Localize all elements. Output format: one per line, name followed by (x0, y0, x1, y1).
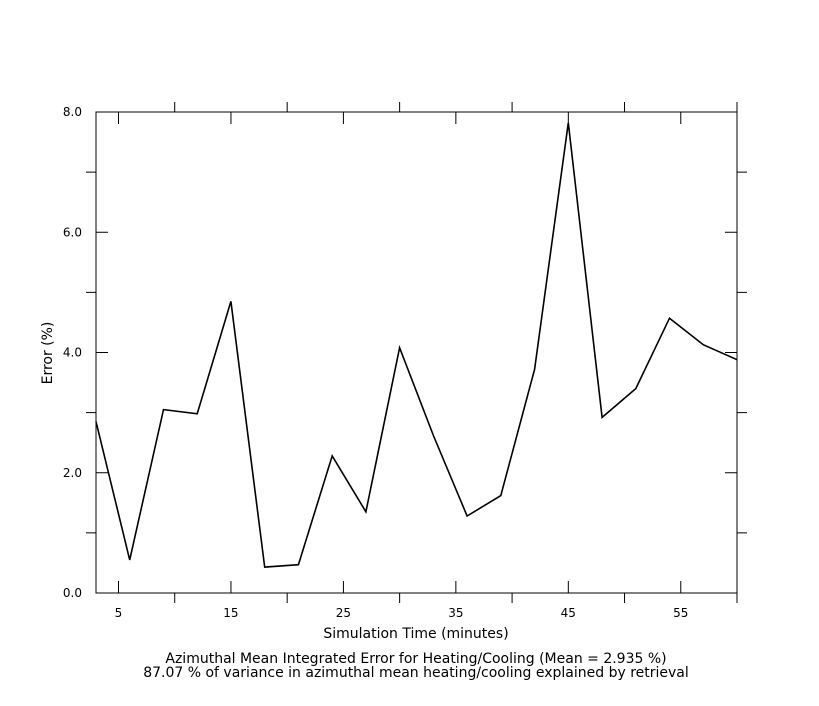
x-tick-label: 45 (561, 606, 576, 620)
y-tick-label: 6.0 (63, 225, 82, 239)
x-axis-title: Simulation Time (minutes) (323, 626, 508, 642)
x-tick-label: 35 (448, 606, 463, 620)
plot-border (95, 111, 738, 594)
x-tick-label: 25 (336, 606, 351, 620)
chart-caption-line-2: 87.07 % of variance in azimuthal mean he… (143, 665, 689, 681)
y-tick-label: 8.0 (63, 105, 82, 119)
data-series (95, 122, 738, 568)
axis-ticks (86, 102, 747, 603)
x-tick-label: 55 (673, 606, 688, 620)
y-tick-label: 4.0 (63, 346, 82, 360)
plot-frame (95, 111, 738, 594)
tick-labels: 5 15 25 35 45 55 0.0 2.0 4.0 6.0 8.0 (63, 105, 689, 620)
chart-caption-line-1: Azimuthal Mean Integrated Error for Heat… (165, 651, 666, 667)
series-line (95, 122, 738, 568)
x-tick-label: 5 (115, 606, 123, 620)
y-axis-title: Error (%) (40, 322, 56, 385)
x-tick-label: 15 (223, 606, 238, 620)
y-tick-label: 0.0 (63, 586, 82, 600)
y-tick-label: 2.0 (63, 466, 82, 480)
